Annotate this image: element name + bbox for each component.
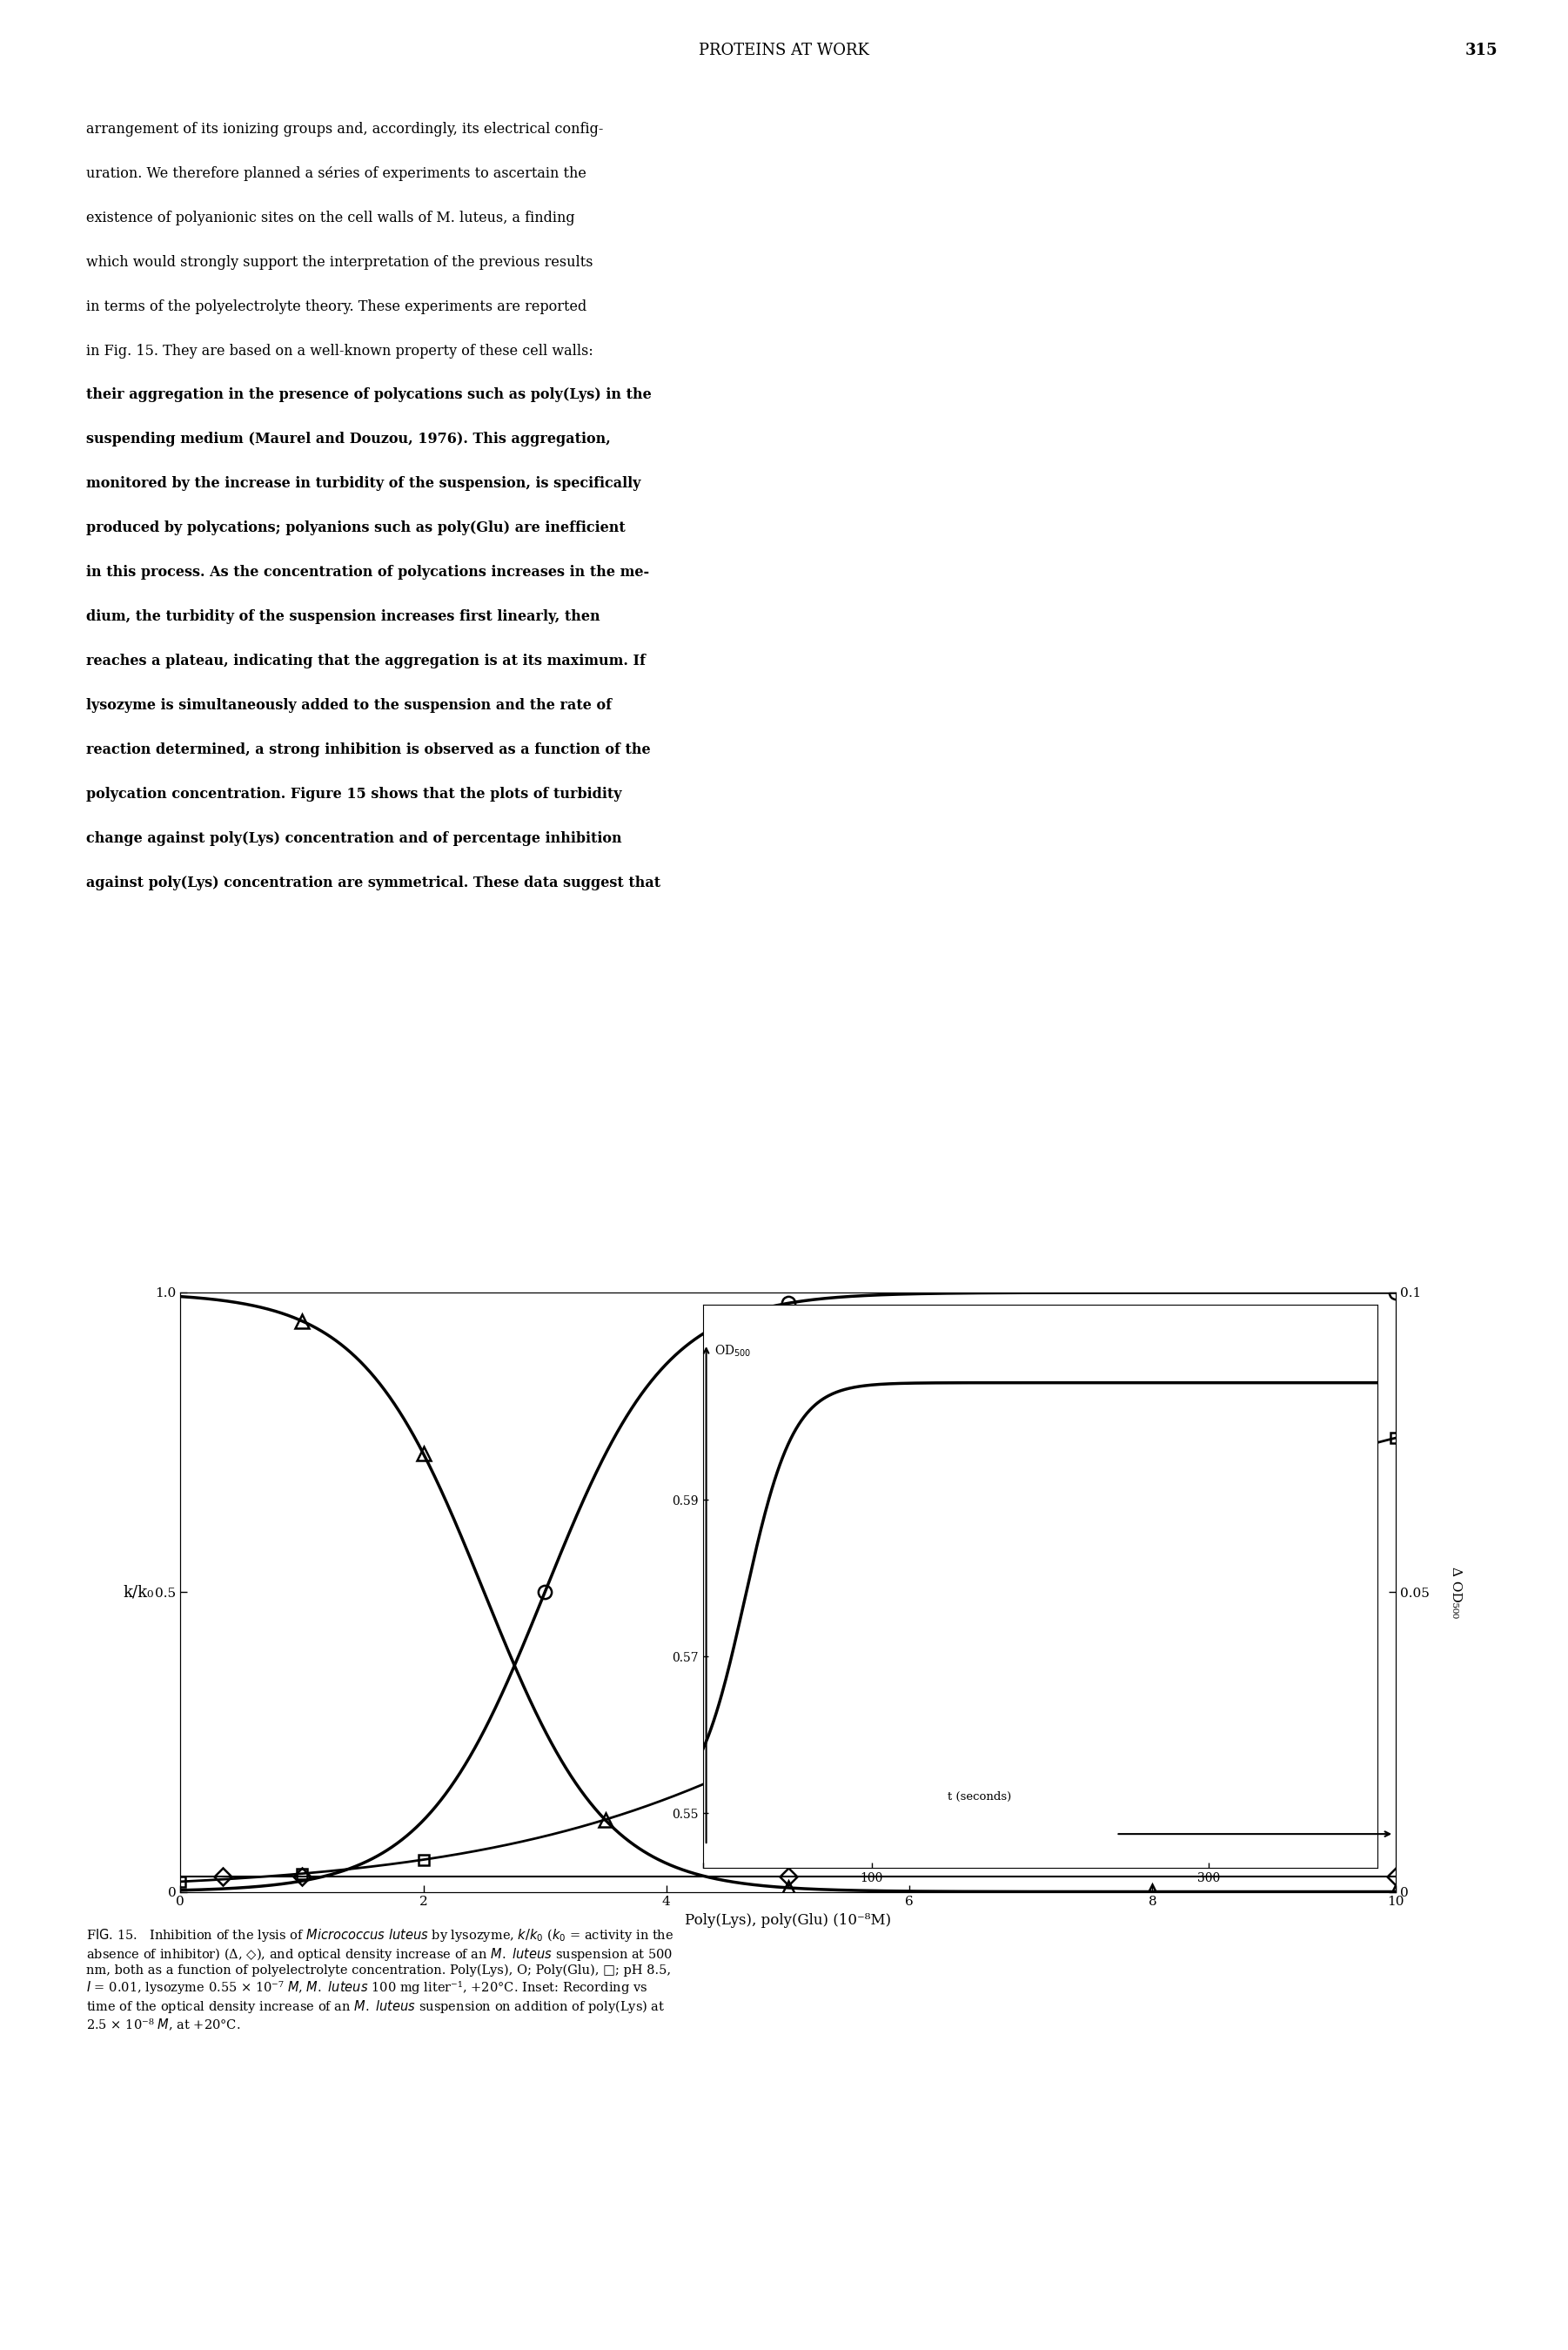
- Text: produced by polycations; polyanions such as poly(Glu) are inefficient: produced by polycations; polyanions such…: [86, 522, 626, 536]
- Text: monitored by the increase in turbidity of the suspension, is specifically: monitored by the increase in turbidity o…: [86, 477, 641, 491]
- Text: PROTEINS AT WORK: PROTEINS AT WORK: [699, 42, 869, 59]
- Text: in Fig. 15. They are based on a well-known property of these cell walls:: in Fig. 15. They are based on a well-kno…: [86, 343, 593, 357]
- Text: their aggregation in the presence of polycations such as poly(Lys) in the: their aggregation in the presence of pol…: [86, 388, 652, 402]
- Text: F$\rm{IG}$. 15.   Inhibition of the lysis of $\mathit{Micrococcus\ luteus}$ by l: F$\rm{IG}$. 15. Inhibition of the lysis …: [86, 1927, 674, 2033]
- Y-axis label: k/k₀: k/k₀: [122, 1584, 154, 1600]
- Text: OD$_{500}$: OD$_{500}$: [715, 1344, 751, 1358]
- Text: lysozyme is simultaneously added to the suspension and the rate of: lysozyme is simultaneously added to the …: [86, 698, 612, 712]
- Text: which would strongly support the interpretation of the previous results: which would strongly support the interpr…: [86, 254, 593, 270]
- Text: suspending medium (Maurel and Douzou, 1976). This aggregation,: suspending medium (Maurel and Douzou, 19…: [86, 432, 610, 446]
- Text: in this process. As the concentration of polycations increases in the me-: in this process. As the concentration of…: [86, 564, 649, 580]
- Text: reaction determined, a strong inhibition is observed as a function of the: reaction determined, a strong inhibition…: [86, 743, 651, 757]
- Text: polycation concentration. Figure 15 shows that the plots of turbidity: polycation concentration. Figure 15 show…: [86, 787, 622, 801]
- X-axis label: Poly(Lys), poly(Glu) (10⁻⁸M): Poly(Lys), poly(Glu) (10⁻⁸M): [685, 1913, 891, 1927]
- Text: uration. We therefore planned a séries of experiments to ascertain the: uration. We therefore planned a séries …: [86, 167, 586, 181]
- Text: in terms of the polyelectrolyte theory. These experiments are reported: in terms of the polyelectrolyte theory. …: [86, 298, 586, 315]
- Y-axis label: Δ OD₅₀₀: Δ OD₅₀₀: [1450, 1567, 1461, 1617]
- Text: 315: 315: [1465, 42, 1497, 59]
- Text: change against poly(Lys) concentration and of percentage inhibition: change against poly(Lys) concentration a…: [86, 832, 622, 846]
- Text: dium, the turbidity of the suspension increases first linearly, then: dium, the turbidity of the suspension in…: [86, 609, 601, 625]
- Text: arrangement of its ionizing groups and, accordingly, its electrical config-: arrangement of its ionizing groups and, …: [86, 122, 604, 136]
- Text: against poly(Lys) concentration are symmetrical. These data suggest that: against poly(Lys) concentration are symm…: [86, 874, 660, 891]
- Text: existence of polyanionic sites on the cell walls of M. luteus, a finding: existence of polyanionic sites on the ce…: [86, 212, 575, 226]
- Text: reaches a plateau, indicating that the aggregation is at its maximum. If: reaches a plateau, indicating that the a…: [86, 653, 646, 667]
- Text: t (seconds): t (seconds): [947, 1791, 1011, 1802]
